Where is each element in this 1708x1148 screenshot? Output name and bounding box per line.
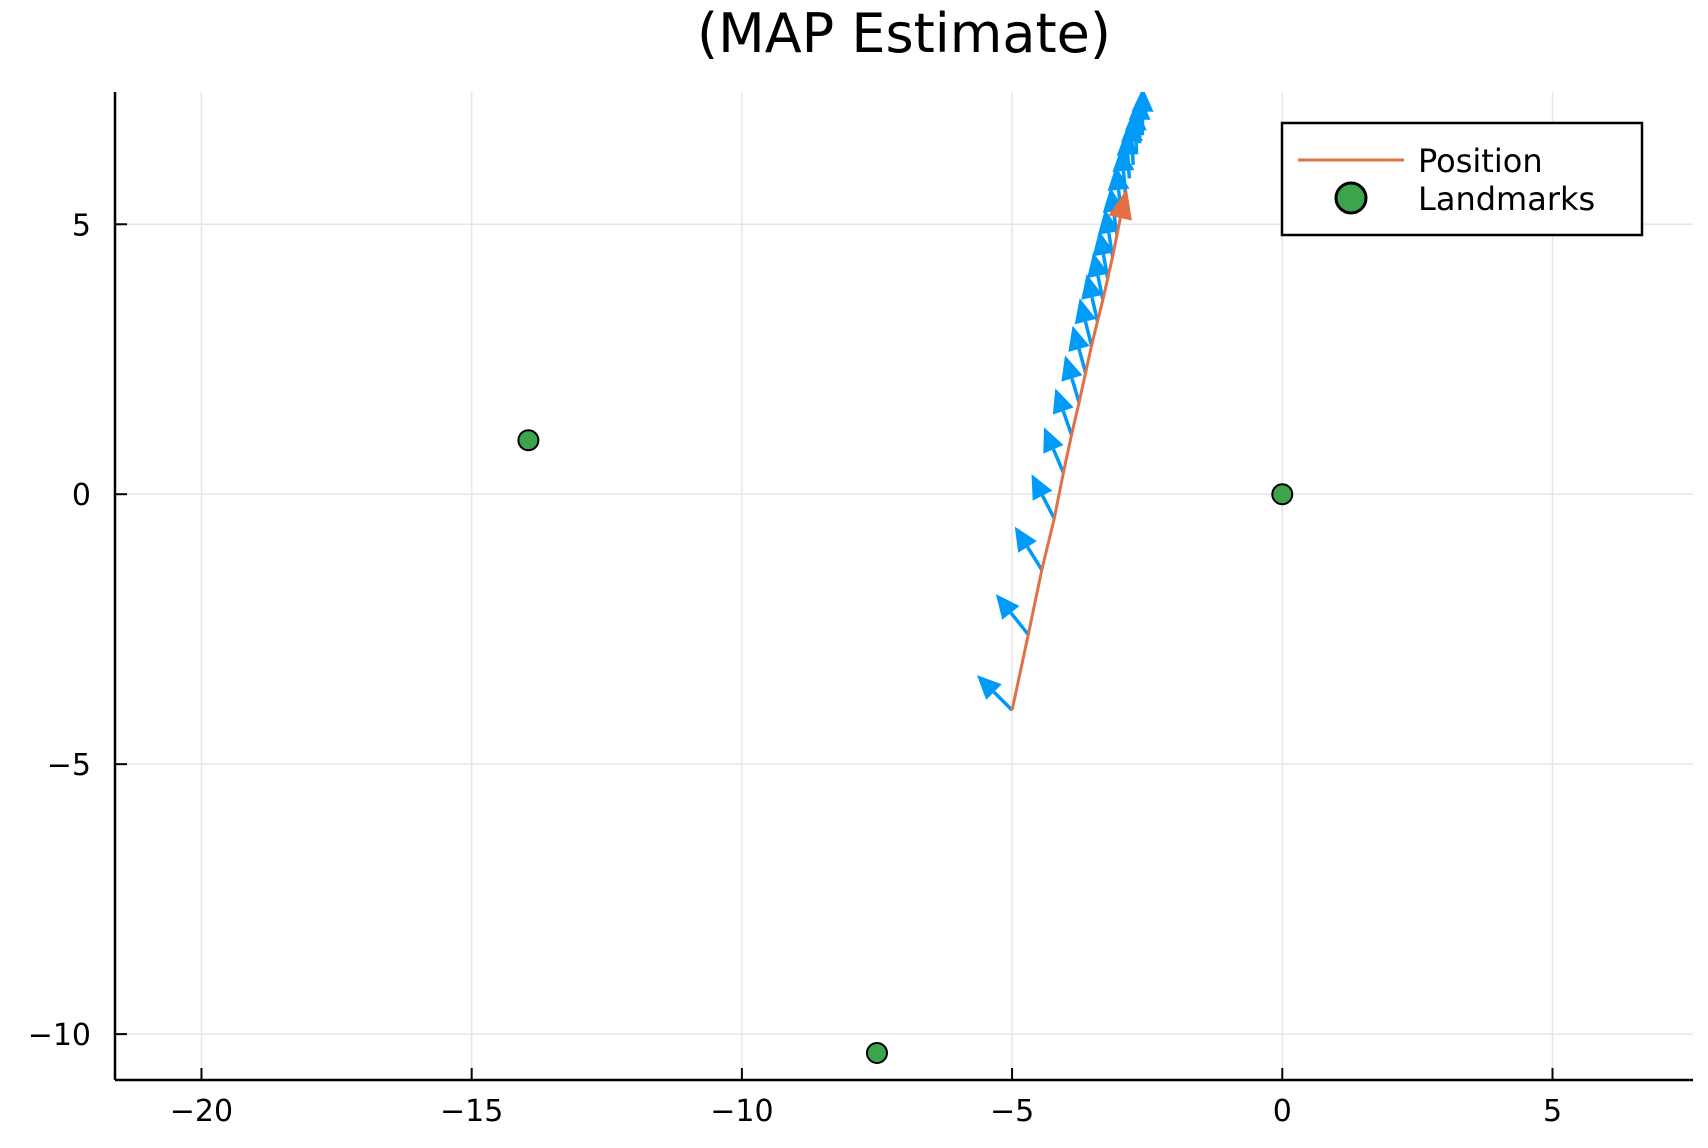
legend-landmarks-swatch xyxy=(1334,181,1368,215)
position-arrowhead xyxy=(1108,188,1132,221)
x-tick-label: 0 xyxy=(1273,1094,1292,1129)
x-tick-label: −20 xyxy=(170,1094,233,1129)
heading-arrow-head xyxy=(1074,298,1097,325)
tick-labels: −20 −15 −10 −5 0 5 −10 −5 0 5 xyxy=(28,208,1562,1129)
y-tick-label: 0 xyxy=(72,478,91,513)
x-tick-label: 5 xyxy=(1543,1094,1562,1129)
x-tick-label: −5 xyxy=(990,1094,1034,1129)
heading-arrow-shaft xyxy=(1134,130,1139,155)
heading-arrow-shaft xyxy=(1121,170,1128,195)
heading-arrow-shaft xyxy=(1096,275,1105,301)
heading-arrow-shaft xyxy=(1083,321,1094,347)
heading-arrow-head xyxy=(1092,230,1115,257)
heading-arrow-shaft xyxy=(1009,611,1030,636)
y-tick-label: −5 xyxy=(47,748,91,783)
heading-arrow-head xyxy=(1031,474,1053,501)
heading-arrow-shaft xyxy=(1090,296,1100,322)
legend: Position Landmarks xyxy=(1280,121,1644,237)
heading-arrow-shaft xyxy=(1040,494,1056,520)
heading-arrow-head xyxy=(1052,388,1074,415)
heading-arrow-head xyxy=(1087,252,1109,279)
plot-area xyxy=(517,92,1294,1065)
heading-arrow-shaft xyxy=(1101,254,1110,279)
y-tick-label: 5 xyxy=(72,208,91,243)
heading-arrow-shaft xyxy=(1130,141,1135,165)
heading-arrow-shaft xyxy=(1026,546,1044,571)
heading-arrow-head xyxy=(1131,92,1154,112)
x-tick-label: −15 xyxy=(440,1094,503,1129)
heading-arrow-shaft xyxy=(1061,410,1074,436)
legend-label-position: Position xyxy=(1418,142,1543,180)
landmark-point xyxy=(517,429,540,452)
heading-arrow-shaft xyxy=(1077,348,1088,374)
y-tick-label: −10 xyxy=(28,1018,91,1053)
heading-arrow-head xyxy=(1068,325,1090,352)
heading-arrow-shaft xyxy=(1051,448,1066,474)
x-tick-label: −10 xyxy=(710,1094,773,1129)
heading-arrow-head xyxy=(1061,355,1083,382)
heading-arrow-shaft xyxy=(992,690,1014,712)
heading-arrow-head xyxy=(976,675,1002,700)
position-line xyxy=(1010,194,1128,711)
heading-arrow-shaft xyxy=(1125,154,1132,179)
heading-arrow-head xyxy=(995,594,1020,620)
landmark-point xyxy=(1271,483,1294,506)
heading-arrow-head xyxy=(1014,526,1037,553)
chart-title: (MAP Estimate) xyxy=(697,2,1111,65)
axes xyxy=(113,92,1693,1082)
heading-arrow-head xyxy=(1081,273,1103,300)
heading-arrow-head xyxy=(1043,427,1064,454)
landmark-point xyxy=(865,1042,888,1065)
heading-arrow-shaft xyxy=(1070,377,1081,403)
legend-label-landmarks: Landmarks xyxy=(1418,180,1595,218)
grid-lines xyxy=(115,92,1693,1080)
legend-box xyxy=(1280,121,1644,237)
